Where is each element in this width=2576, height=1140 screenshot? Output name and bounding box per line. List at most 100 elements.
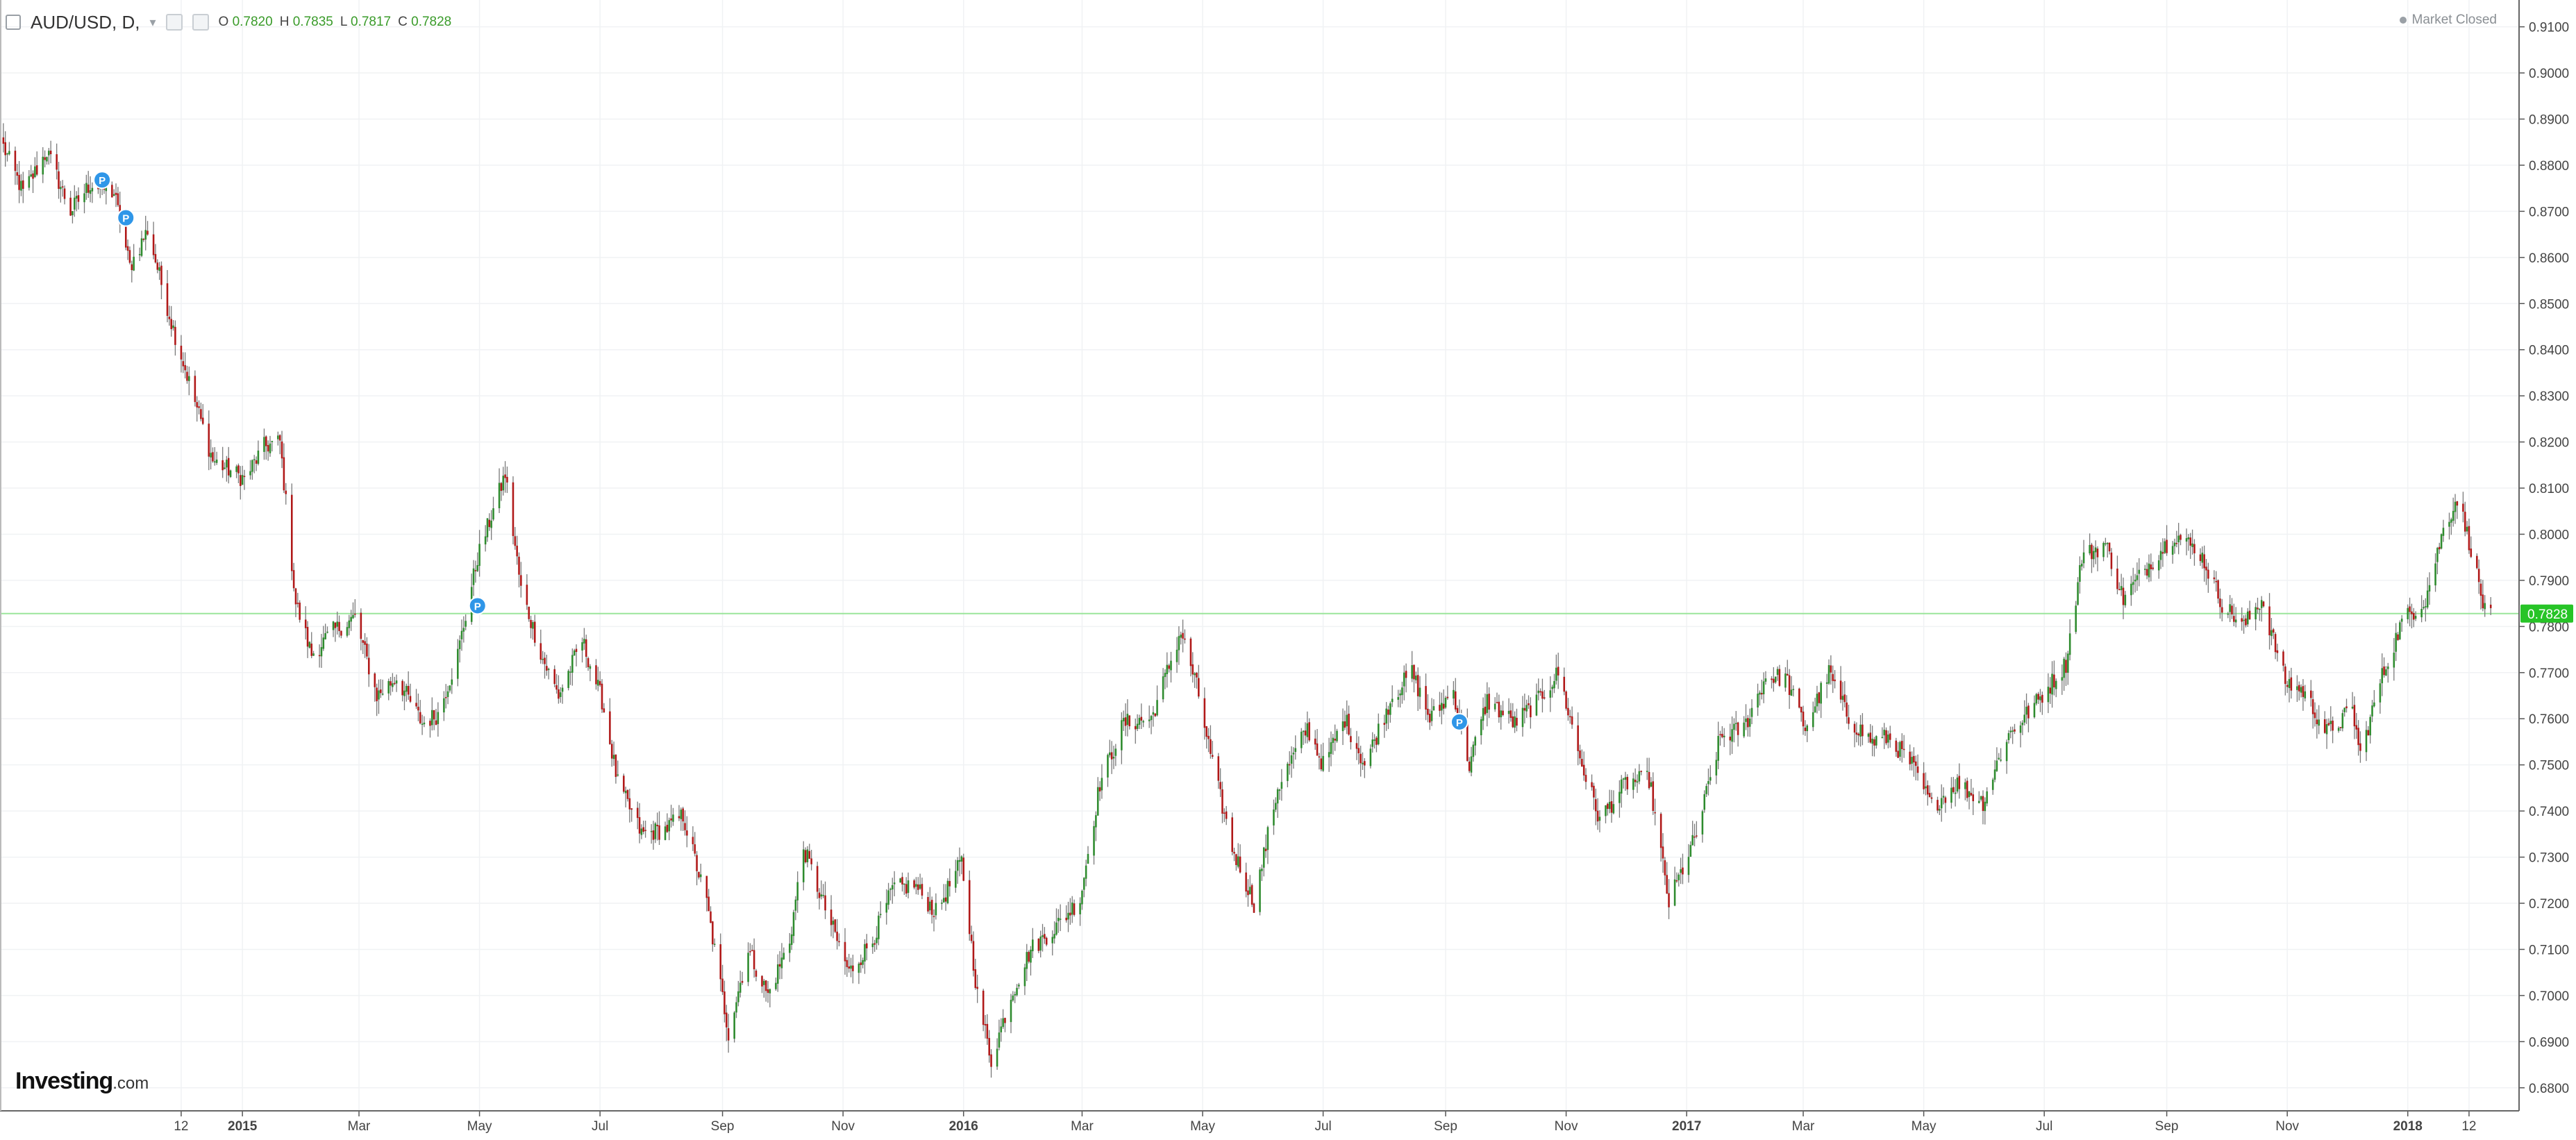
candle-body — [1703, 794, 1706, 810]
candle-body — [227, 458, 230, 476]
candle-body — [1624, 777, 1627, 780]
candle-body — [656, 825, 658, 827]
candle-body — [2161, 552, 2164, 554]
candle-body — [2477, 569, 2480, 582]
candle-body — [712, 921, 714, 945]
candle-body — [1067, 912, 1069, 920]
candle-body — [1474, 737, 1476, 746]
candle-body — [1913, 755, 1915, 763]
candle-body — [1261, 869, 1263, 871]
candle-body — [1598, 816, 1601, 821]
candle-body — [761, 975, 763, 987]
candle-body — [140, 238, 143, 256]
collapse-toggle-icon[interactable] — [6, 15, 21, 30]
candle-body — [1441, 703, 1443, 711]
chevron-down-icon[interactable]: ▾ — [149, 15, 156, 29]
candle-body — [2274, 634, 2277, 653]
candle-body — [850, 965, 852, 969]
candle-body — [962, 857, 965, 881]
event-marker-circle — [93, 171, 112, 190]
candle-body — [1182, 632, 1184, 639]
candle-body — [2150, 564, 2152, 569]
candle-body — [2227, 613, 2230, 615]
candle-body — [2365, 730, 2368, 753]
ohlc-readout: O 0.7820 H 0.7835 L 0.7817 C 0.7828 — [219, 15, 452, 30]
candle-body — [1541, 691, 1544, 699]
symbol-title[interactable]: AUD/USD, D, — [31, 11, 140, 33]
candle-body — [277, 435, 279, 439]
candle-body — [948, 880, 951, 887]
candle-body — [1148, 719, 1151, 721]
candle-body — [2065, 660, 2067, 673]
candle-body — [824, 895, 826, 911]
candle-body — [1705, 786, 1707, 794]
candle-body — [241, 475, 244, 485]
candle-body — [1640, 771, 1642, 772]
candle-body — [974, 969, 977, 989]
candle-body — [789, 944, 791, 953]
candle-body — [1403, 672, 1405, 687]
candle-body — [166, 283, 169, 317]
candle-body — [2243, 619, 2245, 621]
candle-body — [30, 174, 32, 177]
event-marker[interactable]: P — [468, 596, 487, 615]
candle-body — [407, 685, 410, 695]
settings-icon[interactable] — [165, 14, 183, 31]
candle-body — [2175, 543, 2178, 544]
candle-body — [2268, 606, 2270, 636]
candle-body — [724, 991, 726, 1014]
candle-body — [832, 921, 835, 925]
event-markers-layer[interactable]: P P P P — [93, 171, 1469, 731]
candle-body — [2369, 716, 2371, 736]
candle-body — [737, 991, 739, 1003]
close-icon[interactable] — [192, 14, 209, 31]
candle-body — [1792, 689, 1795, 690]
candle-body — [395, 680, 398, 684]
candle-body — [929, 901, 931, 911]
candle-body — [2079, 565, 2081, 582]
candle-body — [85, 183, 87, 193]
candle-body — [2353, 705, 2356, 727]
candle-body — [1723, 735, 1725, 737]
candle-body — [1619, 791, 1621, 803]
logo-suffix-text: .com — [112, 1074, 149, 1093]
candle-body — [378, 690, 380, 700]
candle-body — [2248, 610, 2251, 619]
candle-body — [2330, 721, 2332, 724]
candle-body — [1996, 760, 1998, 771]
candle-body — [1593, 785, 1595, 798]
candle-body — [290, 494, 293, 571]
candle-body — [520, 575, 522, 586]
candle-body — [682, 808, 684, 822]
candle-body — [462, 628, 465, 632]
candle-body — [500, 483, 503, 492]
candle-body — [1150, 716, 1153, 721]
candle-body — [1530, 705, 1532, 718]
candle-body — [862, 959, 864, 965]
candle-body — [1411, 665, 1413, 679]
candle-body — [429, 721, 431, 726]
candle-body — [1203, 698, 1206, 728]
candle-body — [1239, 856, 1241, 873]
candle-body — [1523, 707, 1526, 711]
candle-body — [1364, 761, 1366, 766]
candle-body — [1023, 967, 1026, 987]
candle-body — [553, 669, 555, 685]
candle-body — [1553, 680, 1555, 689]
candle-body — [186, 371, 188, 381]
candle-body — [1897, 751, 1899, 758]
candle-body — [147, 230, 149, 235]
candle-body — [2420, 609, 2423, 618]
market-status: Market Closed — [2399, 12, 2497, 28]
candle-body — [283, 457, 285, 491]
candle-body — [486, 518, 489, 537]
candle-body — [644, 830, 646, 831]
event-marker[interactable]: P — [1450, 712, 1469, 731]
event-marker[interactable]: P — [117, 208, 135, 227]
candle-body — [1968, 791, 1971, 797]
candle-body — [767, 989, 769, 994]
investing-logo[interactable]: Investing .com — [15, 1068, 149, 1095]
candle-body — [1648, 771, 1650, 789]
event-marker[interactable]: P — [93, 171, 112, 190]
